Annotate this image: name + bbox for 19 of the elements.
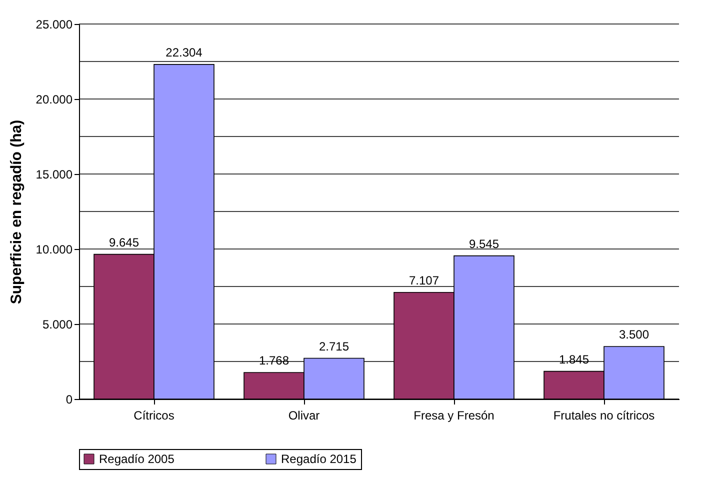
data-label: 9.645 <box>108 235 140 250</box>
y-tick-label: 20.000 <box>36 92 73 106</box>
y-tick-label: 25.000 <box>36 18 73 32</box>
legend-label: Regadío 2005 <box>99 452 175 466</box>
data-label: 7.107 <box>408 273 440 288</box>
y-axis-title: Superficie en regadío (ha) <box>8 120 25 304</box>
legend-label: Regadío 2015 <box>281 452 357 466</box>
x-tick-label: Cítricos <box>134 408 174 422</box>
data-label: 2.715 <box>318 339 350 354</box>
x-tick-label: Frutales no cítricos <box>553 408 655 422</box>
data-label: 3.500 <box>618 328 650 342</box>
y-tick-label: 15.000 <box>36 168 73 182</box>
x-tick-label: Fresa y Fresón <box>414 408 494 422</box>
x-tick-label: Olivar <box>288 408 320 422</box>
data-label: 22.304 <box>166 45 203 60</box>
data-label: 9.545 <box>468 236 500 251</box>
y-tick-label: 10.000 <box>36 242 73 256</box>
y-tick-label: 0 <box>66 392 73 406</box>
y-tick-label: 5.000 <box>42 318 73 332</box>
